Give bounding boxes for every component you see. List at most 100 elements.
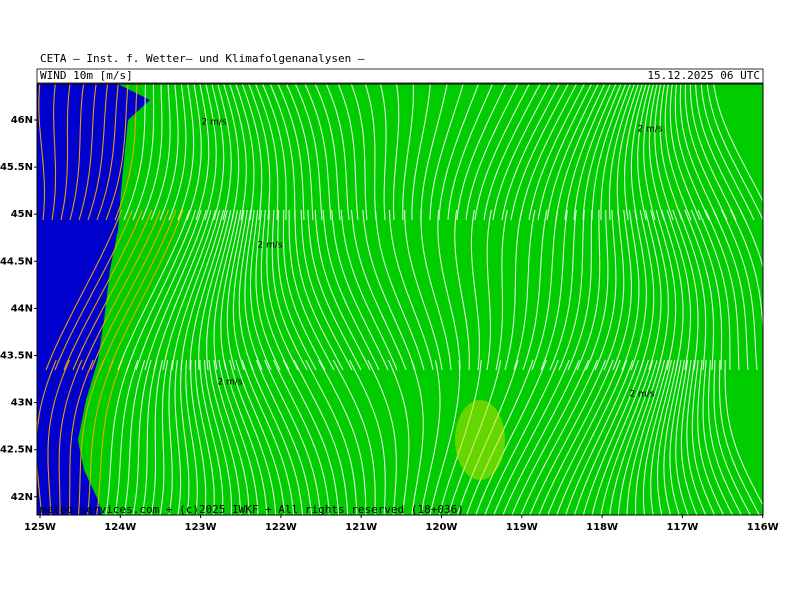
streamline xyxy=(304,84,332,221)
streamline xyxy=(223,359,268,515)
streamline xyxy=(639,209,655,371)
streamline xyxy=(650,209,669,371)
streamline xyxy=(537,84,593,221)
streamline xyxy=(504,209,523,371)
streamline xyxy=(643,84,656,221)
streamline xyxy=(362,209,416,371)
streamline xyxy=(392,84,400,221)
streamline xyxy=(90,209,169,371)
streamline xyxy=(684,84,728,221)
streamline xyxy=(186,84,202,221)
streamline xyxy=(194,360,215,515)
streamline xyxy=(206,209,235,371)
streamline xyxy=(114,359,139,515)
x-tick-label: 124W xyxy=(104,522,136,533)
streamline xyxy=(96,359,123,515)
streamline xyxy=(117,209,191,371)
streamline xyxy=(600,359,654,515)
streamline xyxy=(229,84,247,221)
streamline xyxy=(204,84,217,221)
streamline xyxy=(68,359,94,515)
streamline xyxy=(724,360,763,507)
streamline xyxy=(241,84,263,221)
streamline xyxy=(350,84,368,221)
streamline xyxy=(679,84,719,221)
streamline xyxy=(624,84,643,221)
streamline xyxy=(630,84,647,221)
streamline xyxy=(87,359,115,515)
y-tick-label: 44.5N xyxy=(0,256,33,267)
streamline xyxy=(235,84,255,221)
streamline xyxy=(474,84,530,221)
streamline xyxy=(582,359,645,515)
streamlines xyxy=(37,84,763,515)
streamline xyxy=(520,359,598,515)
streamline xyxy=(706,84,763,221)
streamline xyxy=(185,359,198,515)
streamline xyxy=(141,359,158,515)
contour-label: 2 m/s xyxy=(217,378,242,388)
streamline xyxy=(322,209,380,371)
streamline xyxy=(77,359,105,515)
streamline xyxy=(318,359,367,515)
streamline xyxy=(576,209,601,371)
streamline xyxy=(659,84,683,221)
streamline xyxy=(528,84,585,221)
contour-label: 2 m/s xyxy=(257,241,282,251)
streamline xyxy=(249,209,272,371)
streamline xyxy=(269,84,296,221)
streamline xyxy=(300,209,353,371)
streamline xyxy=(47,359,71,515)
streamline xyxy=(594,209,617,371)
x-tick-label: 116W xyxy=(747,522,779,533)
streamline xyxy=(105,359,132,515)
streamline xyxy=(612,209,632,371)
streamline xyxy=(411,84,431,221)
streamline xyxy=(198,209,232,371)
streamline xyxy=(255,209,281,371)
streamline xyxy=(672,209,699,371)
contour-label: 2 m/s xyxy=(637,125,662,135)
streamline xyxy=(294,209,344,371)
streamline xyxy=(686,359,707,515)
streamline xyxy=(635,359,669,515)
streamline xyxy=(180,359,190,515)
streamline xyxy=(669,359,685,515)
streamline xyxy=(567,209,593,371)
streamline xyxy=(540,209,568,371)
streamline xyxy=(337,84,359,221)
streamline xyxy=(51,84,57,221)
y-tick-label: 43N xyxy=(11,398,33,409)
streamline xyxy=(531,209,559,371)
map-frame xyxy=(36,83,764,516)
contour-label: 2 m/s xyxy=(201,118,226,128)
x-tick-label: 122W xyxy=(265,522,297,533)
streamline xyxy=(213,359,250,515)
streamline xyxy=(684,209,715,371)
streamline xyxy=(402,84,414,221)
y-tick-label: 46N xyxy=(11,115,33,126)
streamline xyxy=(680,359,698,515)
streamline xyxy=(144,209,207,371)
streamline xyxy=(332,359,376,515)
streamline xyxy=(171,209,221,371)
streamline xyxy=(739,209,763,270)
streamline xyxy=(244,209,263,371)
streamline xyxy=(271,209,308,371)
streamline xyxy=(174,359,182,515)
streamline xyxy=(159,359,169,515)
streamline xyxy=(663,359,682,515)
streamline xyxy=(248,84,271,221)
x-tick-label: 120W xyxy=(426,522,458,533)
streamline xyxy=(226,209,245,371)
streamline xyxy=(730,209,763,338)
streamline xyxy=(248,359,304,515)
streamline xyxy=(547,359,621,515)
x-tick-label: 123W xyxy=(185,522,217,533)
streamline xyxy=(538,359,614,515)
streamline xyxy=(195,84,210,221)
variable-label: WIND 10m [m/s] xyxy=(40,69,133,82)
streamline xyxy=(637,84,651,221)
streamline xyxy=(379,84,387,221)
